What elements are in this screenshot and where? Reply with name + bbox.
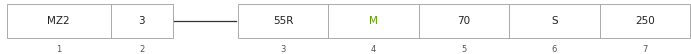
Text: 5: 5: [462, 45, 466, 54]
Text: 4: 4: [371, 45, 376, 54]
Text: M: M: [369, 16, 378, 26]
Text: 1: 1: [56, 45, 61, 54]
Text: 2: 2: [139, 45, 144, 54]
Text: 55R: 55R: [273, 16, 293, 26]
FancyBboxPatch shape: [328, 4, 419, 38]
FancyBboxPatch shape: [600, 4, 690, 38]
Text: MZ2: MZ2: [48, 16, 70, 26]
Text: 250: 250: [635, 16, 655, 26]
Text: 7: 7: [643, 45, 647, 54]
Text: 3: 3: [281, 45, 285, 54]
Text: 3: 3: [138, 16, 145, 26]
FancyBboxPatch shape: [238, 4, 328, 38]
FancyBboxPatch shape: [419, 4, 509, 38]
Text: 70: 70: [457, 16, 471, 26]
Text: S: S: [551, 16, 558, 26]
FancyBboxPatch shape: [509, 4, 600, 38]
Text: 6: 6: [552, 45, 557, 54]
FancyBboxPatch shape: [7, 4, 111, 38]
FancyBboxPatch shape: [111, 4, 173, 38]
